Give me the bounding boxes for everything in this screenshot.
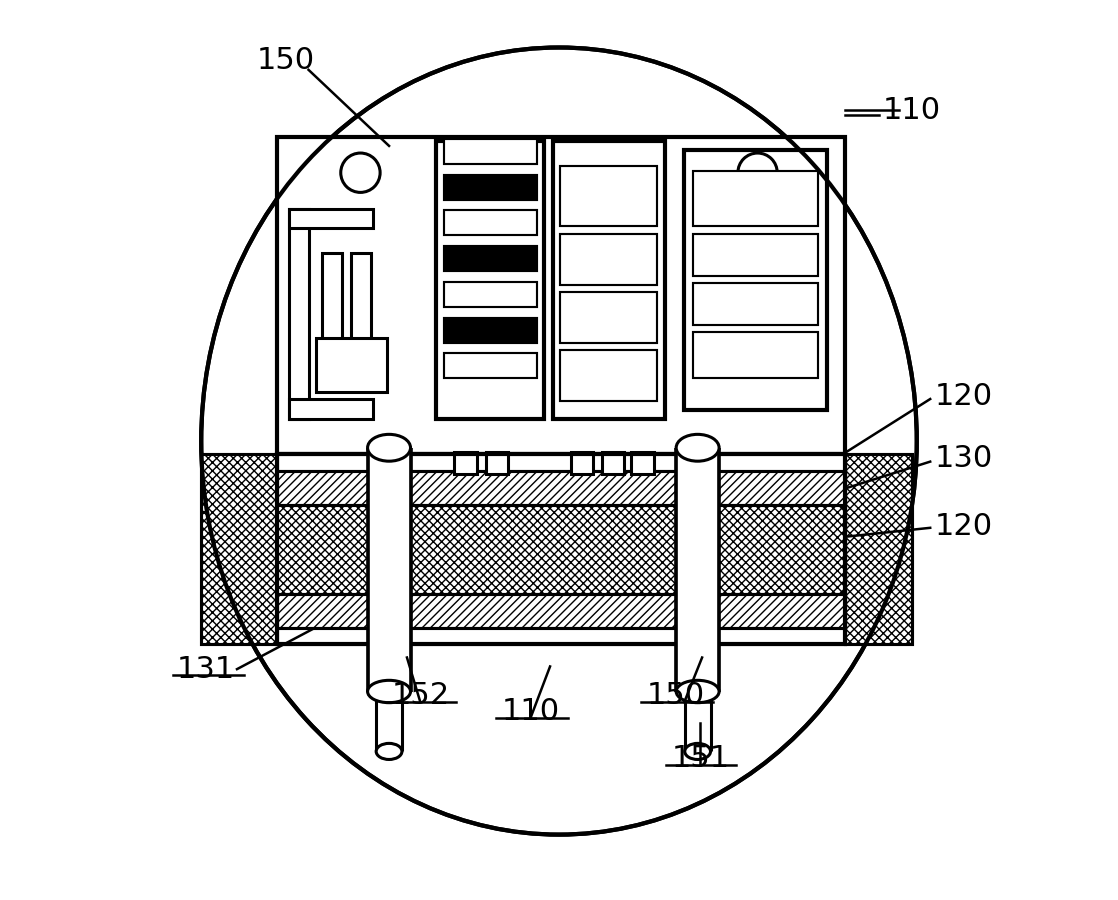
Bar — [693, 233, 818, 275]
Bar — [277, 137, 845, 454]
Bar — [444, 139, 537, 164]
Bar — [845, 454, 912, 644]
Ellipse shape — [676, 435, 719, 461]
Bar — [454, 452, 476, 474]
Ellipse shape — [684, 743, 711, 760]
Text: 150: 150 — [257, 47, 315, 76]
Bar — [693, 171, 818, 227]
Text: 151: 151 — [671, 744, 729, 773]
Bar — [201, 454, 277, 644]
Bar — [277, 594, 845, 628]
Bar — [436, 141, 543, 419]
Bar — [684, 150, 827, 410]
Bar — [444, 282, 537, 307]
Ellipse shape — [368, 680, 410, 703]
Bar — [444, 175, 537, 200]
Bar — [444, 354, 537, 378]
Bar — [288, 209, 309, 418]
Bar — [368, 432, 410, 702]
Text: 130: 130 — [935, 445, 993, 473]
Bar — [444, 318, 537, 343]
Bar — [552, 141, 664, 419]
Bar — [693, 332, 818, 378]
Bar — [570, 452, 593, 474]
Bar — [201, 454, 277, 644]
Bar — [560, 233, 657, 284]
Text: 120: 120 — [935, 382, 993, 410]
Circle shape — [341, 153, 380, 193]
Bar — [676, 432, 719, 702]
Circle shape — [738, 153, 777, 193]
Bar — [444, 211, 537, 235]
Bar — [277, 471, 845, 505]
Bar — [845, 454, 912, 644]
Bar — [315, 338, 387, 392]
Bar — [693, 283, 818, 325]
Text: 110: 110 — [501, 697, 559, 725]
Bar — [288, 399, 373, 418]
Ellipse shape — [376, 743, 402, 760]
Ellipse shape — [676, 680, 719, 703]
Bar — [601, 452, 624, 474]
Text: 150: 150 — [646, 681, 704, 710]
Bar — [351, 253, 371, 382]
Text: 120: 120 — [935, 511, 993, 541]
Bar — [632, 452, 654, 474]
Bar — [560, 292, 657, 343]
Bar — [322, 253, 342, 382]
Bar — [277, 628, 845, 644]
Bar — [288, 209, 373, 229]
Ellipse shape — [201, 48, 917, 834]
Bar — [277, 454, 845, 471]
Bar — [560, 350, 657, 400]
Ellipse shape — [368, 435, 410, 461]
Bar — [485, 452, 508, 474]
Bar — [277, 454, 845, 644]
Text: 152: 152 — [391, 681, 449, 710]
Bar — [444, 246, 537, 271]
Text: 110: 110 — [883, 95, 941, 124]
Text: 131: 131 — [177, 654, 235, 684]
Bar — [277, 505, 845, 594]
Bar — [560, 166, 657, 227]
